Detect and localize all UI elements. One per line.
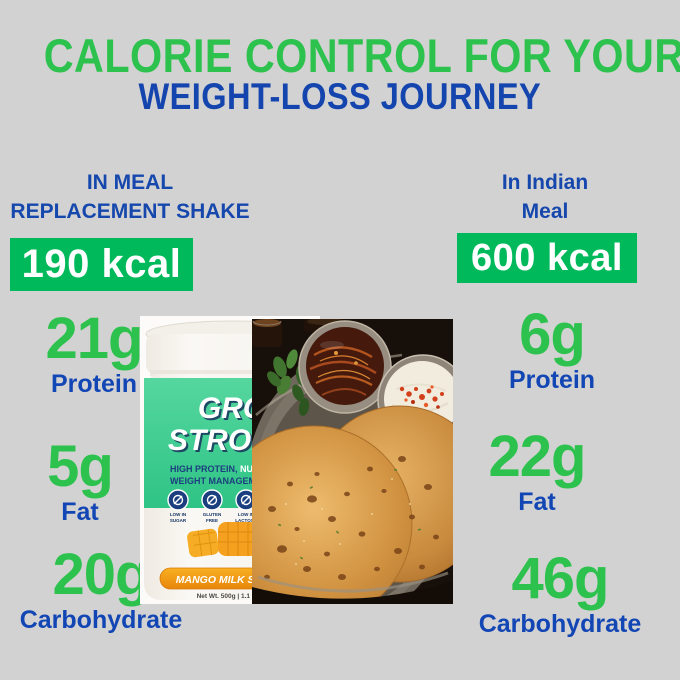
badge2-caption2: LACTOSE [235,518,256,523]
sub-title-text: WEIGHT-LOSS JOURNEY [138,76,542,117]
food-image [252,319,453,604]
gluten-free-icon [201,489,223,511]
left-stat-carbohydrate: 20g Carbohydrate [16,546,186,635]
right-stat-carbohydrate: 46g Carbohydrate [475,550,645,639]
plate-rim-highlight [257,571,449,593]
right-carbohydrate-value: 46g [511,546,610,611]
parathas [252,405,453,604]
left-fat-value: 5g [47,434,114,499]
low-in-sugar-icon [167,489,189,511]
tagline-line2: WEIGHT MANAGEMENT [170,476,274,486]
paratha-toast-spots [264,456,439,580]
main-title-text: CALORIE CONTROL FOR YOUR [43,29,680,82]
chili-powder-sprinkle [399,385,444,409]
right-protein-value: 6g [519,302,586,367]
left-calories-value: 190 kcal [21,242,182,286]
sub-title: WEIGHT-LOSS JOURNEY [0,76,680,118]
left-protein-label: Protein [50,370,138,398]
left-carbohydrate-label: Carbohydrate [19,606,183,634]
chai-glass [252,319,282,347]
badge0-caption1: LOW IN [170,512,186,517]
right-carbohydrate-label: Carbohydrate [478,610,642,638]
right-protein-label: Protein [508,366,596,394]
left-header-line1: IN MEAL [86,171,174,194]
badge1-caption2: FREE [206,518,218,523]
net-weight-text: Net Wt. 500g | 1.1 Lbs [197,593,264,600]
left-carbohydrate-value: 20g [52,542,151,607]
pickle-bowl [298,320,392,414]
badge0-caption2: SUGAR [170,518,187,523]
paratha-light-specks [285,478,411,565]
right-header-line1: In Indian [501,171,589,194]
right-column-header: In Indian Meal [445,168,645,226]
left-stat-fat: 5g Fat [10,438,150,527]
right-header-line2: Meal [521,200,569,223]
main-title: CALORIE CONTROL FOR YOUR [0,28,680,83]
table-shadow [252,581,453,604]
tagline-part1: HIGH PROTEIN, [170,464,238,474]
right-stat-protein: 6g Protein [482,306,622,395]
right-stat-fat: 22g Fat [467,428,607,517]
paratha-herb-flecks [277,468,422,560]
right-fat-label: Fat [518,488,556,516]
right-fat-value: 22g [488,424,587,489]
left-header-line2: REPLACEMENT SHAKE [10,200,250,223]
indian-meal-illustration [252,319,453,604]
left-fat-label: Fat [61,498,99,526]
badge2-caption1: LOW IN [238,512,254,517]
left-protein-value: 21g [45,306,144,371]
left-stat-protein: 21g Protein [24,310,164,399]
right-calories-badge: 600 kcal [457,233,637,283]
badge1-caption1: GLUTEN [203,512,222,517]
left-calories-badge: 190 kcal [10,238,193,291]
right-calories-value: 600 kcal [471,236,623,279]
left-column-header: IN MEAL REPLACEMENT SHAKE [0,168,260,226]
